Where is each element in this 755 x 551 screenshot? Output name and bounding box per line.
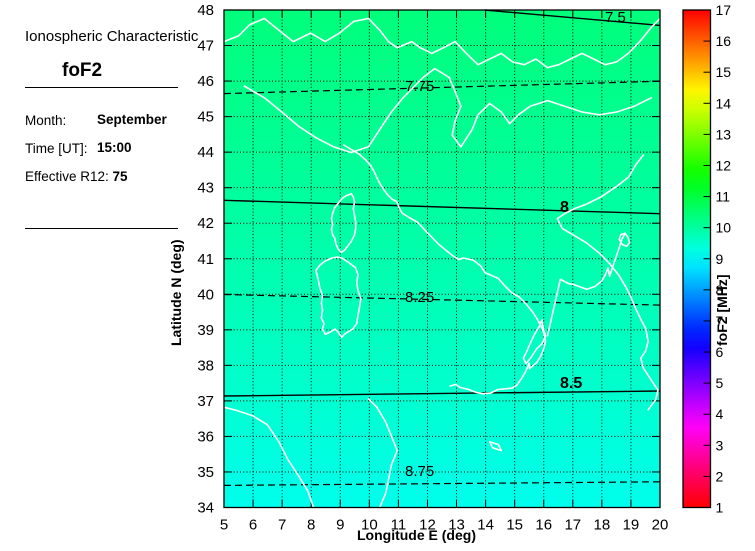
svg-text:15: 15	[716, 64, 732, 80]
svg-text:4: 4	[716, 406, 724, 422]
svg-text:39: 39	[197, 322, 214, 339]
svg-text:44: 44	[197, 144, 214, 161]
svg-text:14: 14	[477, 517, 494, 534]
svg-text:5: 5	[716, 375, 724, 391]
svg-text:41: 41	[197, 251, 214, 268]
svg-text:1: 1	[716, 500, 724, 516]
svg-text:7: 7	[278, 517, 286, 534]
svg-text:14: 14	[716, 95, 732, 111]
svg-text:38: 38	[197, 357, 214, 374]
svg-text:45: 45	[197, 109, 214, 126]
svg-text:2: 2	[716, 468, 724, 484]
svg-text:3: 3	[716, 437, 724, 453]
svg-text:15: 15	[506, 517, 523, 534]
svg-text:9: 9	[336, 517, 344, 534]
svg-text:8: 8	[307, 517, 315, 534]
svg-text:13: 13	[716, 126, 732, 142]
svg-text:11: 11	[716, 189, 731, 205]
svg-text:12: 12	[716, 157, 732, 173]
svg-text:8.5: 8.5	[560, 375, 582, 392]
svg-text:42: 42	[197, 215, 214, 232]
svg-text:6: 6	[716, 344, 724, 360]
svg-text:48: 48	[197, 2, 214, 19]
svg-text:40: 40	[197, 286, 214, 303]
svg-text:7.5: 7.5	[605, 9, 626, 26]
svg-text:36: 36	[197, 428, 214, 445]
svg-text:8.75: 8.75	[405, 463, 434, 480]
svg-text:47: 47	[197, 38, 214, 55]
svg-text:16: 16	[535, 517, 552, 534]
svg-text:16: 16	[716, 33, 732, 49]
svg-text:17: 17	[716, 2, 732, 18]
svg-text:6: 6	[249, 517, 257, 534]
svg-text:35: 35	[197, 464, 214, 481]
svg-text:8.25: 8.25	[405, 289, 434, 306]
svg-text:17: 17	[564, 517, 581, 534]
svg-text:20: 20	[652, 517, 669, 534]
svg-text:9: 9	[716, 251, 724, 267]
svg-text:5: 5	[220, 517, 228, 534]
svg-text:34: 34	[197, 500, 214, 517]
svg-text:43: 43	[197, 180, 214, 197]
svg-text:46: 46	[197, 73, 214, 90]
svg-text:10: 10	[716, 220, 732, 236]
svg-text:37: 37	[197, 393, 214, 410]
svg-text:19: 19	[623, 517, 640, 534]
svg-text:18: 18	[594, 517, 611, 534]
